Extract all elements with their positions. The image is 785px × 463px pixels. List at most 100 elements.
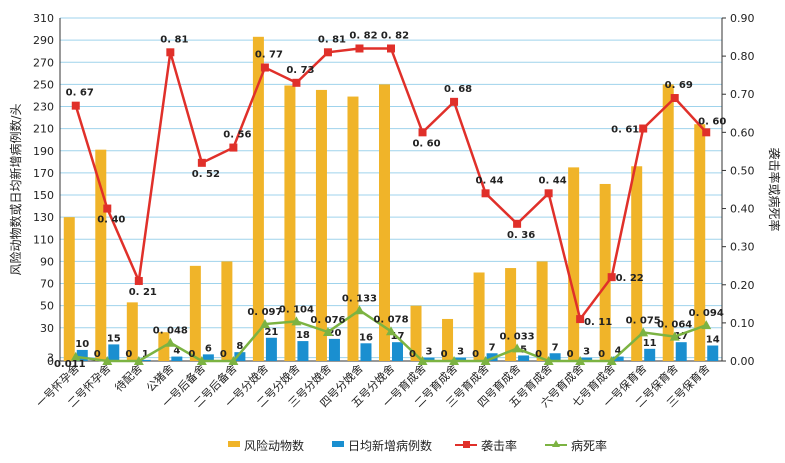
attack-rate-label: 0. 82 [381,30,409,41]
bar-label-daily-new-cases: 3 [457,347,464,358]
bar-label-daily-new-cases: 17 [674,331,688,342]
y-tick-left: 170 [33,167,54,180]
bar-label-daily-new-cases: 20 [327,328,341,339]
bar-daily-new-cases [139,359,151,361]
bar-risk-animals [473,272,485,361]
legend-marker [552,440,560,447]
mortality-rate-label: 0. 104 [279,304,314,315]
y-axis-left-title: 风险动物数或日均新增病例数/头 [8,103,23,275]
bar-label-daily-new-cases: 8 [236,341,243,352]
bar-risk-animals [379,84,390,362]
attack-rate-point [166,48,175,57]
bar-label-daily-new-cases: 14 [706,335,720,346]
attack-rate-point [513,219,522,228]
bar-daily-new-cases [675,342,687,361]
attack-rate-label: 0. 82 [349,30,377,41]
legend-label: 风险动物数 [244,438,304,453]
y-axis-right-title: 袭击率或病死率 [767,147,782,231]
mortality-rate-point [606,356,617,365]
attack-rate-point [639,124,648,133]
attack-rate-point [576,315,585,324]
mortality-rate-point [543,356,554,365]
mortality-rate-point [259,319,270,329]
bar-daily-new-cases [265,337,277,361]
bar-label-daily-new-cases: 3 [583,347,590,358]
attack-rate-label: 0. 36 [507,230,535,241]
attack-rate-label: 0. 40 [97,215,125,226]
bar-label-daily-new-cases: 6 [205,343,212,354]
y-tick-left: 30 [40,322,54,335]
y-tick-right: 0.80 [730,50,755,63]
legend-label: 袭击率 [481,438,517,453]
mortality-rate-point [449,356,460,365]
mortality-rate-point [512,343,523,353]
y-tick-left: 290 [33,34,54,47]
mortality-rate-point [196,356,207,365]
mortality-rate-point [701,320,712,330]
attack-rate-point [670,94,679,103]
mortality-rate-label: 0.011 [54,359,86,370]
bar-daily-new-cases [108,344,120,361]
mortality-rate-point [575,356,586,365]
bar-daily-new-cases [518,355,530,361]
attack-rate-label: 0. 60 [412,138,440,149]
mortality-rate-label: 0. 033 [500,331,535,342]
y-tick-left: 0 [47,355,54,368]
mortality-rate-point [417,356,428,365]
bar-risk-animals [284,85,296,362]
mortality-rate-label: 0. 133 [342,293,377,304]
bar-label-daily-new-cases: 7 [489,342,496,353]
bar-label-daily-new-cases: 18 [296,330,310,341]
attack-rate-point [323,48,332,57]
mortality-rate-label: 0 [94,349,101,360]
attack-rate-point [544,189,553,198]
y-tick-right: 0.50 [730,164,755,177]
y-tick-left: 50 [40,300,54,313]
attack-rate-point [355,44,364,53]
bar-risk-animals [315,89,327,361]
attack-rate-label: 0. 22 [616,273,644,284]
bar-daily-new-cases [202,354,214,361]
mortality-rate-label: 0 [567,349,574,360]
attack-rate-point [134,276,143,285]
bar-risk-animals [442,318,454,361]
mortality-rate-label: 0 [125,349,132,360]
legend-swatch [228,441,240,447]
attack-rate-point [418,128,427,137]
mortality-rate-point [228,356,239,365]
attack-rate-label: 0. 81 [318,34,346,45]
bar-risk-animals [631,166,643,361]
mortality-rate-point [133,356,144,365]
bar-label-daily-new-cases: 4 [173,346,180,357]
bar-risk-animals [505,268,517,361]
bar-risk-animals [662,84,674,362]
attack-rate-label: 0. 56 [223,130,251,141]
legend-swatch [332,441,344,447]
bar-daily-new-cases [644,348,656,361]
attack-rate-point [197,158,206,167]
mortality-rate-label: 0 [188,349,195,360]
attack-rate-point [607,273,616,282]
bar-risk-animals [599,183,611,361]
bar-daily-new-cases [707,345,719,361]
mortality-rate-label: 0. 094 [689,308,724,319]
bar-daily-new-cases [328,338,340,361]
mortality-rate-point [165,337,176,347]
y-tick-left: 310 [33,12,54,25]
attack-rate-label: 0. 52 [192,169,220,180]
mortality-rate-label: 0 [220,349,227,360]
mortality-rate-point [386,326,396,336]
mortality-rate-label: 0. 078 [373,314,408,325]
bar-daily-new-cases [360,343,372,361]
bar-risk-animals [536,261,548,361]
y-tick-left: 230 [33,101,54,114]
bar-daily-new-cases [171,356,183,361]
mortality-rate-point [354,305,365,315]
mortality-rate-point [480,356,491,365]
attack-rate-point [450,97,459,106]
attack-rate-point [702,128,711,137]
y-tick-left: 70 [40,278,54,291]
mortality-rate-label: 0. 064 [657,320,692,331]
mortality-rate-label: 0 [598,349,605,360]
